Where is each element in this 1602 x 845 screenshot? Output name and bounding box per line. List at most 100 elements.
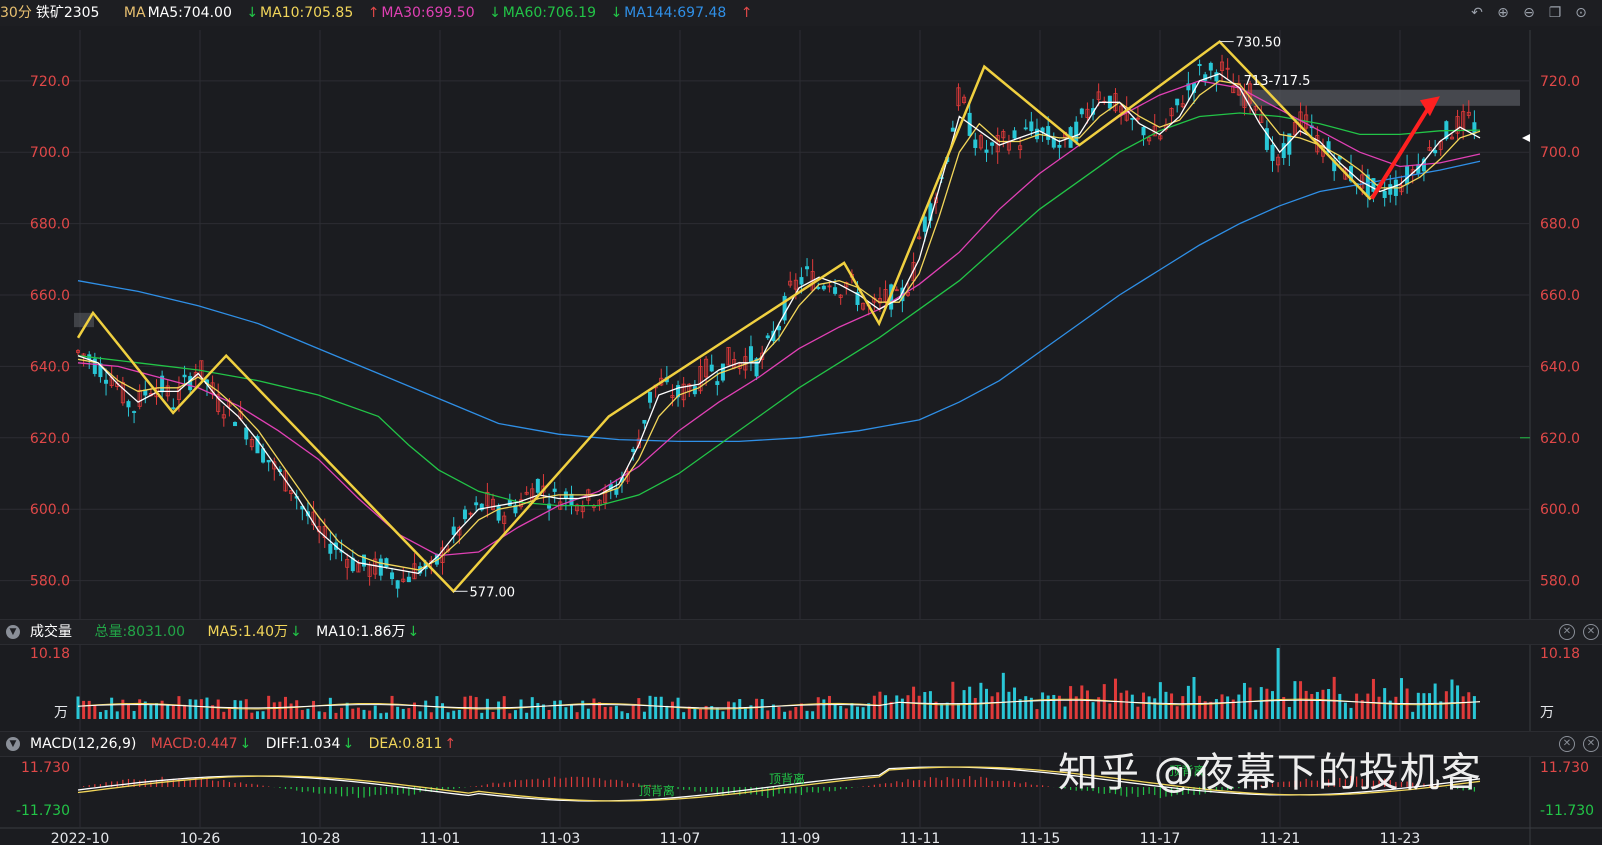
current-price-marker <box>1522 133 1530 142</box>
volume-bar <box>1444 691 1448 719</box>
candle-body <box>883 289 888 302</box>
volume-bar <box>710 706 714 719</box>
volume-bar <box>1237 694 1241 719</box>
ma-line-ma144 <box>77 160 1481 443</box>
close-volume-icon[interactable]: ✕ <box>1559 624 1575 640</box>
volume-bar <box>126 704 130 719</box>
candle-body <box>1276 156 1281 166</box>
volume-bar <box>379 713 383 719</box>
candle-body <box>1208 62 1213 71</box>
candle-body <box>1388 184 1393 195</box>
volume-bar <box>715 707 719 719</box>
candle-body <box>233 421 238 427</box>
zoom-in-icon[interactable]: ⊕ <box>1497 5 1509 21</box>
volume-bar <box>1013 687 1017 719</box>
candle-body <box>76 350 81 353</box>
volume-bar <box>867 703 871 719</box>
volume-bar <box>990 696 994 719</box>
volume-bar <box>160 700 164 719</box>
collapse-volume-icon[interactable]: ▼ <box>6 625 20 639</box>
red-arrow-head <box>1419 96 1440 117</box>
candle-body <box>490 498 495 510</box>
volume-bar <box>884 695 888 719</box>
candle-body <box>485 491 490 507</box>
volume-bar <box>530 697 534 719</box>
candle-body <box>524 491 529 495</box>
candle-body <box>92 358 97 374</box>
diff-arrow: ↓ <box>342 736 355 752</box>
volume-bar <box>693 708 697 719</box>
period-label[interactable]: 30分 <box>0 5 32 21</box>
volume-bar <box>850 703 854 719</box>
collapse-macd-icon[interactable]: ▼ <box>6 737 20 751</box>
volume-bar <box>861 707 865 719</box>
candle-body <box>1001 131 1006 139</box>
candle-body <box>950 127 955 132</box>
volume-bar <box>889 701 893 719</box>
price-tick-left: 640.0 <box>30 359 70 375</box>
volume-title: 成交量 <box>30 624 72 640</box>
candle-body <box>580 506 585 513</box>
candle-body <box>715 381 720 385</box>
volume-bar <box>272 702 276 719</box>
window-icon[interactable]: ❐ <box>1548 5 1562 21</box>
candle-body <box>1135 117 1140 120</box>
candle-body <box>1231 85 1236 94</box>
volume-bar <box>1125 690 1129 719</box>
volume-bar <box>412 702 416 719</box>
volume-bar <box>1170 693 1174 719</box>
volume-bar <box>665 705 669 719</box>
candle-body <box>311 511 316 526</box>
candle-body <box>547 503 552 509</box>
macd-title: MACD(12,26,9) <box>30 736 137 752</box>
macd-bottom-label-right: -11.730 <box>1540 803 1594 819</box>
candle-body <box>614 488 619 495</box>
volume-ma5: MA5:1.40万 <box>207 624 288 640</box>
volume-bar <box>121 699 125 719</box>
candle-body <box>188 376 193 391</box>
undo-icon[interactable]: ↶ <box>1471 5 1483 21</box>
candle-body <box>120 382 125 404</box>
volume-bar <box>457 709 461 719</box>
volume-bar <box>1349 707 1353 719</box>
divergence-label: 顶背离 <box>639 783 675 798</box>
zoom-out-icon[interactable]: ⊖ <box>1523 5 1535 21</box>
price-tick-right: 580.0 <box>1540 574 1580 590</box>
close-volume-icon-right[interactable]: ✕ <box>1583 624 1599 640</box>
candle-body <box>171 407 176 410</box>
symbol-label[interactable]: 铁矿2305 <box>35 5 100 21</box>
volume-bar <box>87 700 91 719</box>
more-icon[interactable]: ⊙ <box>1575 5 1587 21</box>
close-macd-icon[interactable]: ✕ <box>1559 736 1575 752</box>
candle-body <box>956 87 961 107</box>
volume-bar <box>581 700 585 719</box>
dea-value: DEA:0.811 <box>368 736 443 752</box>
close-macd-icon-right[interactable]: ✕ <box>1583 736 1599 752</box>
volume-bar <box>183 704 187 719</box>
volume-bar <box>155 703 159 719</box>
volume-bar <box>760 699 764 719</box>
ma144-arrow: ↓ <box>610 5 623 21</box>
price-tick-right: 680.0 <box>1540 217 1580 233</box>
candle-body <box>1158 135 1163 140</box>
volume-bar <box>1282 696 1286 719</box>
volume-bar <box>1321 689 1325 719</box>
candle-body <box>255 436 260 454</box>
candle-body <box>765 335 770 339</box>
candle-body <box>995 135 1000 153</box>
volume-bar <box>1164 691 1168 719</box>
volume-bar <box>956 703 960 719</box>
volume-ma10: MA10:1.86万 <box>316 624 406 640</box>
candle-body <box>1466 111 1471 116</box>
main-header: 30分 铁矿2305 MA MA5:704.00 ↓ MA10:705.85 ↑ MA3… <box>0 0 1602 26</box>
volume-bar <box>76 696 80 719</box>
x-tick-label: 11-07 <box>660 831 701 845</box>
ma30-arrow: ↑ <box>367 5 380 21</box>
candle-body <box>917 236 922 240</box>
volume-bar <box>1142 692 1146 719</box>
volume-bar <box>1035 709 1039 719</box>
volume-bar <box>1136 706 1140 719</box>
price-tick-right: 620.0 <box>1540 431 1580 447</box>
volume-bar <box>199 699 203 719</box>
